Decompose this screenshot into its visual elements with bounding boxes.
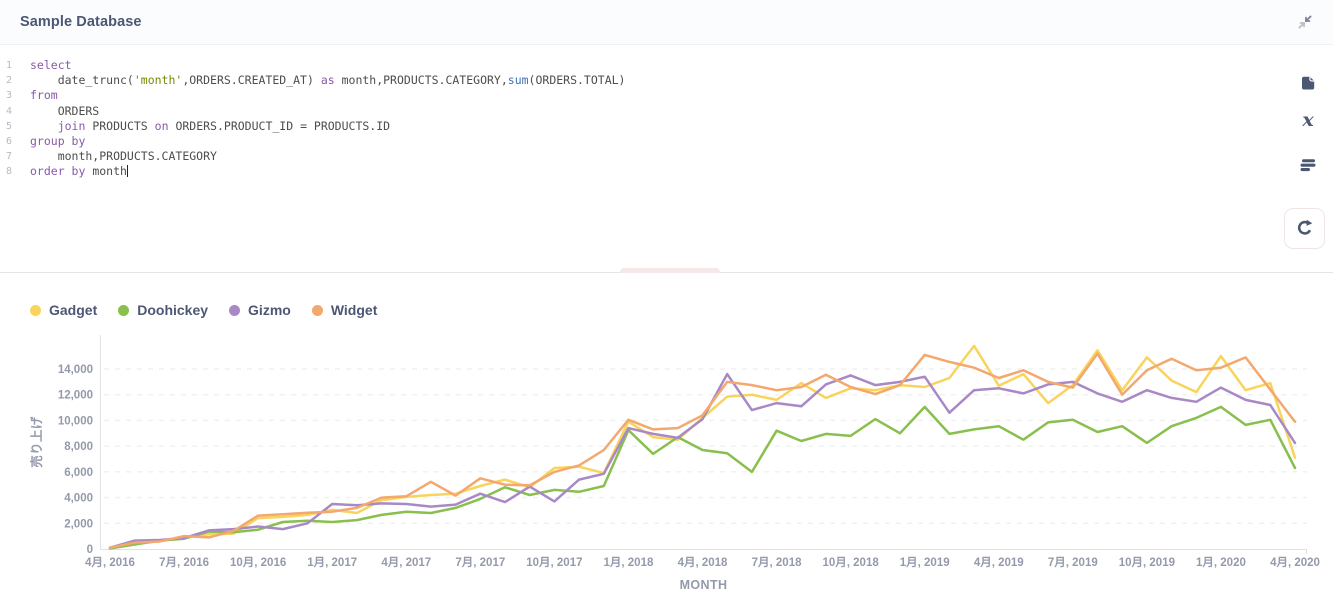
book-icon	[1302, 76, 1315, 90]
refresh-icon	[1297, 219, 1313, 235]
code-line: 1 select	[0, 58, 625, 73]
line-number: 1	[5, 60, 12, 71]
x-tick-label: 7月, 2019	[1048, 556, 1098, 569]
y-tick-label: 4,000	[64, 493, 93, 505]
resize-handle[interactable]	[620, 268, 720, 276]
x-tick-label: 1月, 2019	[900, 556, 950, 569]
x-tick-label: 4月, 2020	[1270, 556, 1320, 569]
x-tick-label: 7月, 2017	[455, 556, 505, 569]
code-line: 7 month,PRODUCTS.CATEGORY	[0, 149, 625, 164]
x-tick-label: 4月, 2018	[678, 556, 728, 569]
y-tick-label: 2,000	[64, 518, 93, 530]
x-tick-label: 4月, 2016	[85, 556, 135, 569]
legend-label: Gizmo	[248, 302, 291, 318]
x-tick-label: 10月, 2016	[230, 556, 286, 569]
snippets-button[interactable]	[1297, 154, 1319, 176]
series-line-gizmo	[108, 372, 1297, 549]
x-tick-label: 4月, 2019	[974, 556, 1024, 569]
x-axis-title: MONTH	[680, 578, 728, 592]
sales-line-chart: 0 2,000 4,000 6,000 8,000 10,000 12,000 14,000 4…	[29, 335, 1320, 592]
legend-dot	[30, 304, 41, 316]
text-cursor	[126, 165, 128, 178]
code-line: 2 date_trunc('month',ORDERS.CREATED_AT) …	[0, 73, 626, 88]
x-tick-label: 10月, 2017	[526, 556, 582, 569]
legend-item-gadget[interactable]: Gadget	[30, 302, 97, 318]
legend-label: Gadget	[49, 302, 98, 318]
x-tick-label: 10月, 2019	[1119, 556, 1175, 569]
snippet-lines-icon	[1300, 159, 1316, 172]
y-tick-label: 10,000	[58, 415, 93, 427]
line-number: 7	[5, 151, 12, 163]
code-line: 6 group by	[0, 134, 625, 149]
line-number: 4	[5, 105, 12, 117]
database-name: Sample Database	[20, 14, 142, 30]
y-tick-label: 8,000	[64, 441, 93, 453]
variables-button[interactable]: x	[1297, 109, 1319, 131]
legend-dot	[229, 304, 241, 316]
y-tick-label: 14,000	[58, 364, 93, 376]
legend-dot	[118, 304, 130, 316]
italic-x-icon: x	[1302, 108, 1314, 131]
legend-item-doohickey[interactable]: Doohickey	[118, 302, 208, 318]
x-tick-label: 10月, 2018	[822, 556, 879, 569]
collapse-editor-button[interactable]	[1295, 12, 1315, 32]
legend-label: Widget	[330, 302, 378, 318]
code-line: 3 from	[0, 88, 625, 103]
legend-item-gizmo[interactable]: Gizmo	[229, 302, 291, 318]
series-line-doohickey	[108, 405, 1297, 550]
line-number: 8	[5, 166, 12, 178]
x-tick-label: 1月, 2018	[604, 556, 654, 569]
sql-editor[interactable]: 1 select 2 date_trunc('month',ORDERS.CREAT…	[0, 45, 1333, 272]
data-reference-button[interactable]	[1297, 72, 1319, 94]
code-line: 8 order by month	[0, 164, 625, 179]
series-line-widget	[108, 352, 1297, 549]
editor-topbar: Sample Database	[0, 0, 1333, 45]
results-chart-section: Gadget Doohickey Gizmo Widget 0 2,000 4,000 6,…	[0, 273, 1333, 605]
x-tick-label: 1月, 2017	[307, 556, 357, 569]
line-number: 6	[5, 136, 12, 148]
chart-legend: Gadget Doohickey Gizmo Widget	[30, 302, 377, 318]
run-query-button[interactable]	[1284, 208, 1325, 249]
y-tick-label: 0	[87, 544, 93, 556]
x-tick-label: 7月, 2016	[159, 556, 209, 569]
line-number: 2	[5, 75, 12, 87]
editor-results-divider	[0, 268, 1333, 276]
line-number: 3	[5, 90, 12, 102]
legend-item-widget[interactable]: Widget	[311, 302, 378, 318]
collapse-arrows-icon	[1298, 15, 1312, 29]
sql-code[interactable]: 1 select 2 date_trunc('month',ORDERS.CREAT…	[0, 58, 626, 180]
line-number: 5	[5, 120, 12, 132]
code-line: 4 ORDERS	[0, 104, 625, 119]
x-tick-label: 4月, 2017	[381, 556, 431, 569]
y-tick-label: 12,000	[58, 390, 93, 402]
y-tick-label: 6,000	[64, 467, 93, 479]
x-tick-label: 7月, 2018	[752, 556, 802, 569]
x-tick-label: 1月, 2020	[1196, 556, 1246, 569]
code-line: 5 join PRODUCTS on ORDERS.PRODUCT_ID = P…	[0, 119, 625, 134]
y-axis-title: 売り上げ	[29, 416, 44, 468]
legend-dot	[311, 304, 323, 316]
legend-label: Doohickey	[137, 302, 209, 318]
